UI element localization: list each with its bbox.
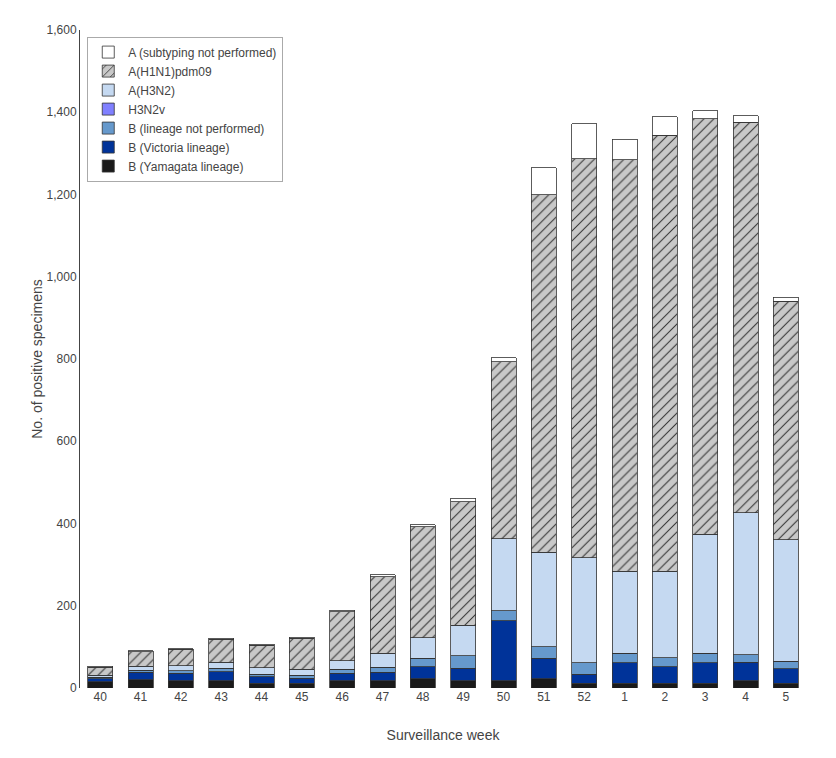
svg-text:B (Yamagata lineage): B (Yamagata lineage) [128, 160, 243, 174]
svg-text:48: 48 [416, 690, 430, 704]
svg-text:44: 44 [255, 690, 269, 704]
svg-text:1,200: 1,200 [47, 188, 77, 202]
svg-text:43: 43 [214, 690, 228, 704]
svg-text:46: 46 [335, 690, 349, 704]
svg-text:52: 52 [577, 690, 591, 704]
svg-text:51: 51 [537, 690, 551, 704]
svg-text:1,400: 1,400 [47, 105, 77, 119]
svg-text:200: 200 [57, 599, 77, 613]
svg-text:A(H1N1)pdm09: A(H1N1)pdm09 [128, 65, 212, 79]
svg-text:1,000: 1,000 [47, 270, 77, 284]
svg-text:41: 41 [134, 690, 148, 704]
svg-text:800: 800 [57, 352, 77, 366]
svg-text:400: 400 [57, 517, 77, 531]
svg-text:No. of positive specimens: No. of positive specimens [29, 279, 45, 439]
svg-text:B (Victoria lineage): B (Victoria lineage) [128, 141, 229, 155]
svg-text:H3N2v: H3N2v [128, 103, 165, 117]
svg-text:A (subtyping not performed): A (subtyping not performed) [128, 46, 276, 60]
svg-text:3: 3 [702, 690, 709, 704]
svg-text:50: 50 [497, 690, 511, 704]
svg-text:2: 2 [661, 690, 668, 704]
svg-text:B (lineage not performed): B (lineage not performed) [128, 122, 264, 136]
svg-text:Surveillance week: Surveillance week [387, 727, 501, 743]
svg-text:4: 4 [742, 690, 749, 704]
svg-text:1,600: 1,600 [47, 23, 77, 37]
svg-text:5: 5 [782, 690, 789, 704]
svg-text:A(H3N2): A(H3N2) [128, 84, 175, 98]
svg-text:40: 40 [93, 690, 107, 704]
svg-text:1: 1 [621, 690, 628, 704]
svg-text:45: 45 [295, 690, 309, 704]
svg-text:47: 47 [376, 690, 390, 704]
svg-text:600: 600 [57, 434, 77, 448]
svg-text:42: 42 [174, 690, 188, 704]
svg-text:0: 0 [70, 681, 77, 695]
svg-text:49: 49 [456, 690, 470, 704]
